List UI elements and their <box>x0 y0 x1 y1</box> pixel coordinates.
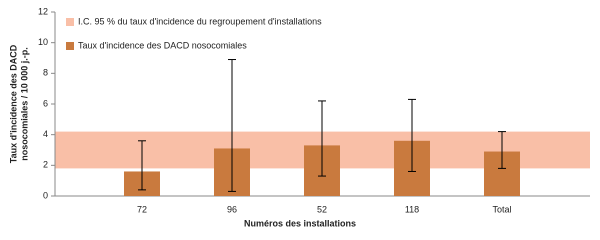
y-tick-label: 4 <box>43 129 48 139</box>
legend-label: Taux d'incidence des DACD nosocomiales <box>78 40 247 50</box>
y-tick-label: 6 <box>43 98 48 108</box>
legend-swatch <box>66 18 74 26</box>
y-axis-label: Taux d'incidence des DACD <box>8 44 18 163</box>
x-tick-label: 118 <box>405 204 419 214</box>
x-tick-label: Total <box>492 204 511 214</box>
x-tick-label: 72 <box>137 204 147 214</box>
y-tick-label: 12 <box>38 6 48 16</box>
y-tick-label: 10 <box>38 37 48 47</box>
legend-label: I.C. 95 % du taux d'incidence du regroup… <box>78 16 322 26</box>
y-axis-label: nosocomiales / 10 000 j.-p. <box>19 47 29 161</box>
x-tick-label: 96 <box>227 204 237 214</box>
y-tick-label: 0 <box>43 190 48 200</box>
y-tick-label: 8 <box>43 68 48 78</box>
x-tick-label: 52 <box>317 204 327 214</box>
x-axis-label: Numéros des installations <box>244 218 356 228</box>
y-tick-label: 2 <box>43 160 48 170</box>
legend-swatch <box>66 42 74 50</box>
chart: Numéros des installations Taux d'inciden… <box>8 6 590 228</box>
